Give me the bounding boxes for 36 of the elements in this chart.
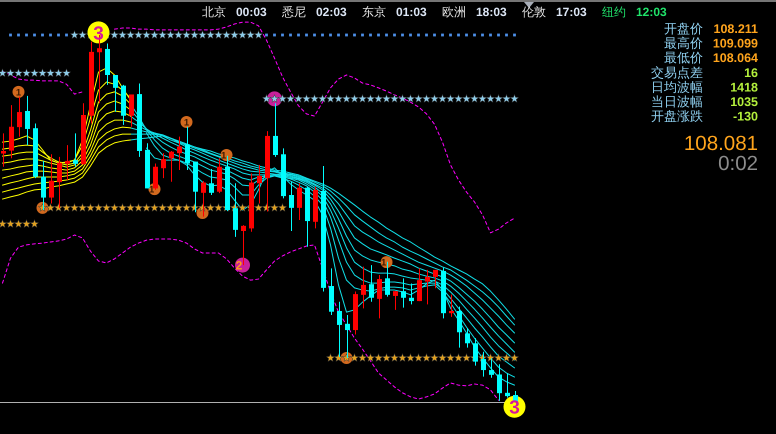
panel-label: 交易点差 <box>651 64 703 80</box>
session-city: 伦敦 <box>522 5 546 19</box>
panel-label: 开盘涨跌 <box>651 108 703 124</box>
panel-label: 最高价 <box>664 36 703 51</box>
panel-value: 108.064 <box>712 51 758 66</box>
panel-value: 16 <box>744 66 758 80</box>
panel-value: 1418 <box>730 80 758 94</box>
session-city: 纽约 <box>602 5 626 19</box>
panel-label: 最低价 <box>664 50 703 66</box>
session-time: 12:03 <box>636 5 667 19</box>
session-time: 18:03 <box>476 5 507 19</box>
session-time: 01:03 <box>396 5 427 19</box>
panel-value: 108.211 <box>714 22 758 36</box>
session-time: 17:03 <box>556 5 587 19</box>
current-price: 108.081 <box>684 132 758 155</box>
panel-value: -130 <box>732 110 758 124</box>
session-city: 北京 <box>202 5 226 19</box>
session-city: 东京 <box>362 5 386 19</box>
series-name-on-mark: 2 <box>236 258 242 272</box>
panel-label: 开盘价 <box>664 21 703 36</box>
series-name-on-mark: 1 <box>149 184 154 196</box>
panel-label: 当日波幅 <box>651 94 703 109</box>
panel-value: 1035 <box>730 95 758 109</box>
panel-value: 109.099 <box>712 36 758 51</box>
session-time: 02:03 <box>316 5 347 19</box>
series-name-on-mark: 1 <box>184 117 190 128</box>
series-name-on-mark: 1 <box>16 87 22 98</box>
session-city: 欧洲 <box>442 5 466 19</box>
series-name-on-mark: 3 <box>509 398 520 419</box>
series-name-on-mark: 1 <box>221 150 226 162</box>
session-time: 00:03 <box>236 5 267 19</box>
session-city: 悉尼 <box>282 5 306 19</box>
series-name-on-mark: 1 <box>381 258 386 269</box>
series-name-on-mark: 3 <box>93 23 104 44</box>
bar-timer: 0:02 <box>718 152 758 175</box>
panel-label: 日均波幅 <box>651 79 703 94</box>
